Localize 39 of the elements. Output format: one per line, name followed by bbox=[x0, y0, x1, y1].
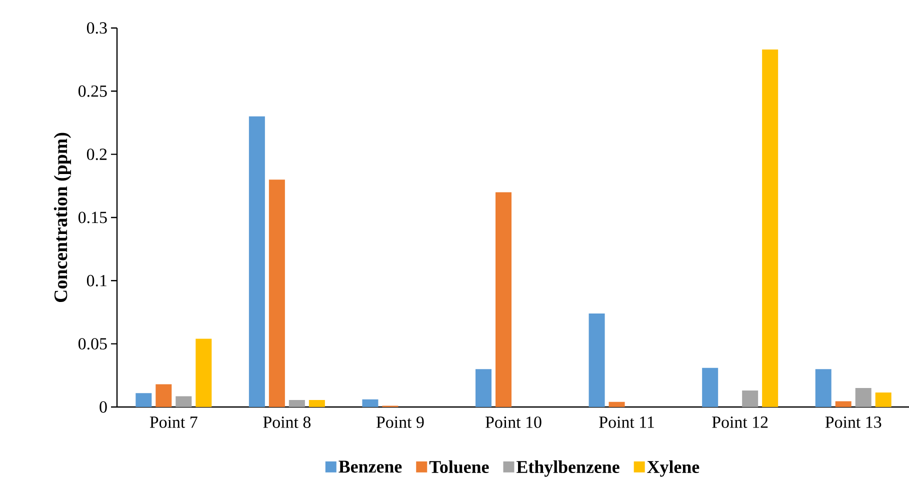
x-tick-label: Point 11 bbox=[599, 416, 654, 428]
bar bbox=[702, 368, 718, 407]
x-tick-label: Point 7 bbox=[150, 416, 198, 428]
x-tick-label: Point 13 bbox=[825, 416, 882, 428]
bar bbox=[362, 399, 378, 407]
legend-label: Benzene bbox=[338, 460, 402, 473]
y-tick-label: 0 bbox=[100, 401, 107, 413]
legend-label: Xylene bbox=[647, 460, 700, 477]
y-tick-label: 0.2 bbox=[86, 148, 107, 160]
bar bbox=[308, 400, 325, 407]
bar bbox=[588, 314, 605, 407]
legend-label: Toluene bbox=[429, 460, 489, 474]
bar bbox=[288, 400, 305, 407]
bar bbox=[608, 402, 625, 407]
y-tick-label: 0.25 bbox=[78, 85, 107, 97]
legend-label: Ethylbenzene bbox=[516, 460, 620, 477]
y-tick-label: 0.1 bbox=[86, 274, 106, 286]
y-tick-label: 0.3 bbox=[86, 22, 107, 34]
bar bbox=[496, 192, 512, 407]
x-tick-label: Point 8 bbox=[263, 416, 311, 428]
bar bbox=[136, 393, 152, 407]
x-tick-label: Point 12 bbox=[712, 416, 768, 428]
bar bbox=[476, 369, 492, 407]
bar bbox=[742, 390, 758, 407]
bar bbox=[268, 180, 285, 407]
x-tick-label: Point 9 bbox=[376, 416, 424, 428]
x-tick-label: Point 10 bbox=[486, 416, 542, 428]
y-tick-label: 0.05 bbox=[78, 338, 107, 350]
bar bbox=[835, 401, 852, 407]
bar bbox=[156, 384, 172, 407]
y-axis-title: Concentration (ppm) bbox=[54, 132, 72, 302]
bar bbox=[196, 338, 212, 407]
bar bbox=[762, 49, 778, 407]
bar bbox=[815, 369, 832, 407]
bar bbox=[248, 116, 265, 407]
y-tick-label: 0.15 bbox=[78, 212, 107, 224]
bar bbox=[875, 392, 892, 407]
bar bbox=[855, 388, 872, 407]
bar bbox=[176, 396, 192, 407]
